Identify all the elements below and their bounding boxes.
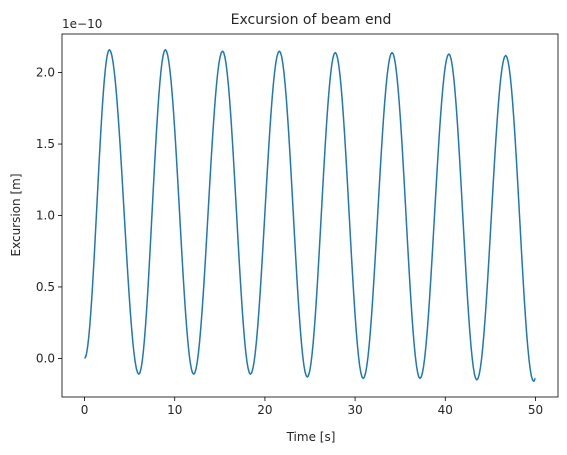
y-axis-offset-label: 1e−10 <box>62 17 102 31</box>
y-tick-label: 0.5 <box>36 280 55 294</box>
x-axis-ticks: 0 10 20 30 40 50 <box>81 397 543 417</box>
y-tick-label: 1.0 <box>36 209 55 223</box>
x-tick-label: 40 <box>438 403 453 417</box>
x-tick-label: 50 <box>528 403 543 417</box>
y-tick-label: 1.5 <box>36 137 55 151</box>
series-line <box>83 48 537 383</box>
x-tick-label: 10 <box>167 403 182 417</box>
x-tick-label: 30 <box>347 403 362 417</box>
y-tick-label: 0.0 <box>36 351 55 365</box>
x-tick-label: 20 <box>257 403 272 417</box>
chart-title: Excursion of beam end <box>231 12 392 28</box>
y-tick-label: 2.0 <box>36 66 55 80</box>
plot-data-layer <box>83 48 537 383</box>
y-axis-label: Excursion [m] <box>9 173 23 256</box>
x-tick-label: 0 <box>81 403 89 417</box>
y-axis-ticks: 0.0 0.5 1.0 1.5 2.0 <box>36 66 62 365</box>
x-axis-label: Time [s] <box>286 430 336 444</box>
